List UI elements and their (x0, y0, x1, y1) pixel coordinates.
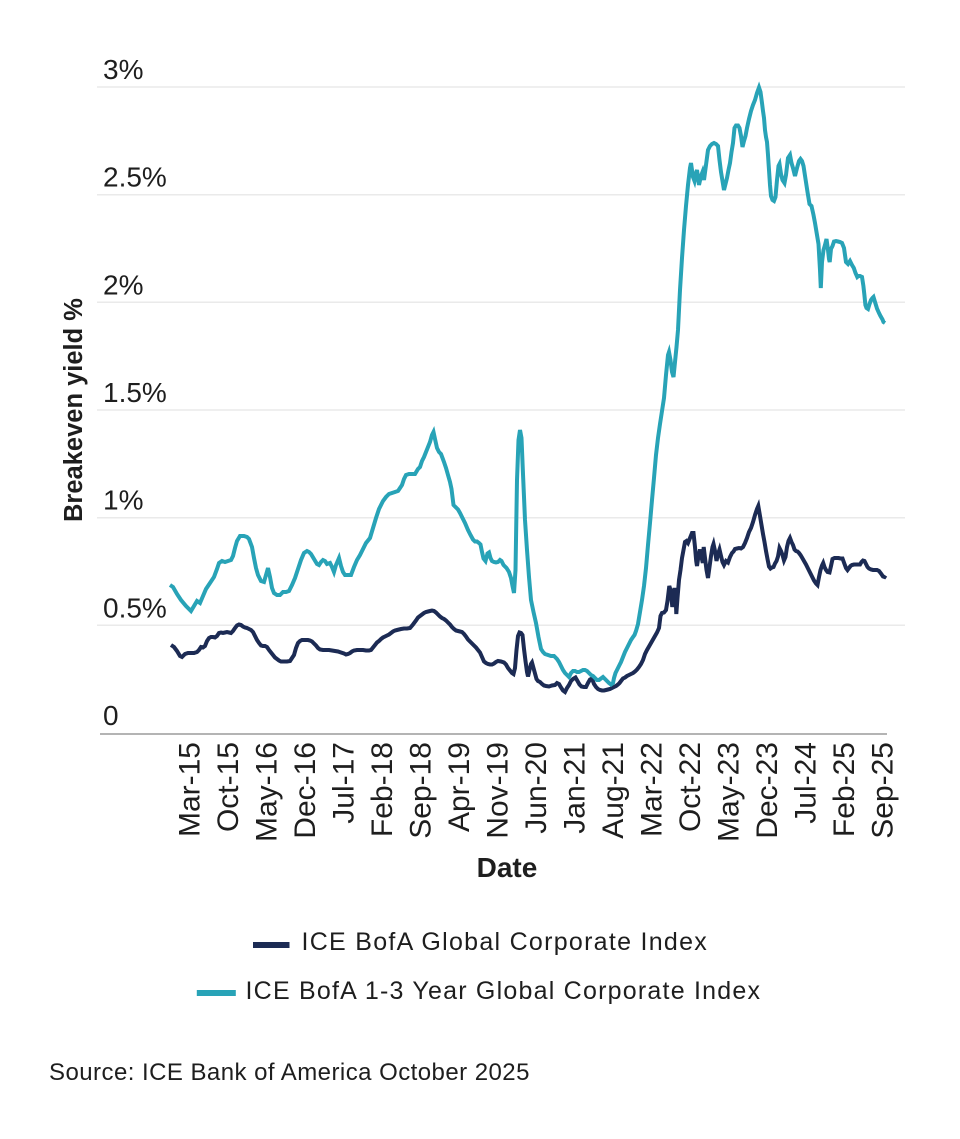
svg-text:Dec-23: Dec-23 (751, 742, 784, 839)
svg-text:ICE BofA Global Corporate Inde: ICE BofA Global Corporate Index (302, 928, 709, 956)
svg-text:Oct-15: Oct-15 (212, 742, 245, 832)
svg-text:Aug-21: Aug-21 (597, 742, 630, 839)
svg-text:Mar-22: Mar-22 (636, 742, 669, 837)
svg-text:Source: ICE Bank of America Oc: Source: ICE Bank of America October 2025 (49, 1059, 530, 1086)
svg-text:Jun-20: Jun-20 (520, 742, 553, 834)
svg-text:2%: 2% (103, 269, 143, 300)
svg-text:Apr-19: Apr-19 (443, 742, 476, 832)
svg-text:Mar-15: Mar-15 (174, 742, 207, 837)
svg-text:3%: 3% (103, 54, 143, 85)
svg-text:Dec-16: Dec-16 (289, 742, 322, 839)
svg-text:Sep-18: Sep-18 (405, 742, 438, 839)
svg-text:Feb-25: Feb-25 (828, 742, 861, 837)
svg-text:0: 0 (103, 700, 119, 731)
svg-text:Jul-24: Jul-24 (790, 742, 823, 824)
svg-text:Oct-22: Oct-22 (674, 742, 707, 832)
svg-text:Date: Date (477, 852, 538, 883)
svg-text:Breakeven yield %: Breakeven yield % (60, 298, 88, 522)
svg-text:1%: 1% (103, 485, 143, 516)
svg-text:Sep-25: Sep-25 (867, 742, 900, 839)
svg-text:ICE BofA 1-3 Year Global Corpo: ICE BofA 1-3 Year Global Corporate Index (246, 977, 762, 1005)
svg-text:Jul-17: Jul-17 (328, 742, 361, 824)
svg-text:2.5%: 2.5% (103, 162, 167, 193)
svg-text:Nov-19: Nov-19 (482, 742, 515, 839)
svg-text:May-16: May-16 (251, 742, 284, 842)
svg-text:0.5%: 0.5% (103, 592, 167, 623)
svg-text:May-23: May-23 (713, 742, 746, 842)
svg-text:1.5%: 1.5% (103, 377, 167, 408)
svg-text:Jan-21: Jan-21 (559, 742, 592, 834)
svg-text:Feb-18: Feb-18 (366, 742, 399, 837)
